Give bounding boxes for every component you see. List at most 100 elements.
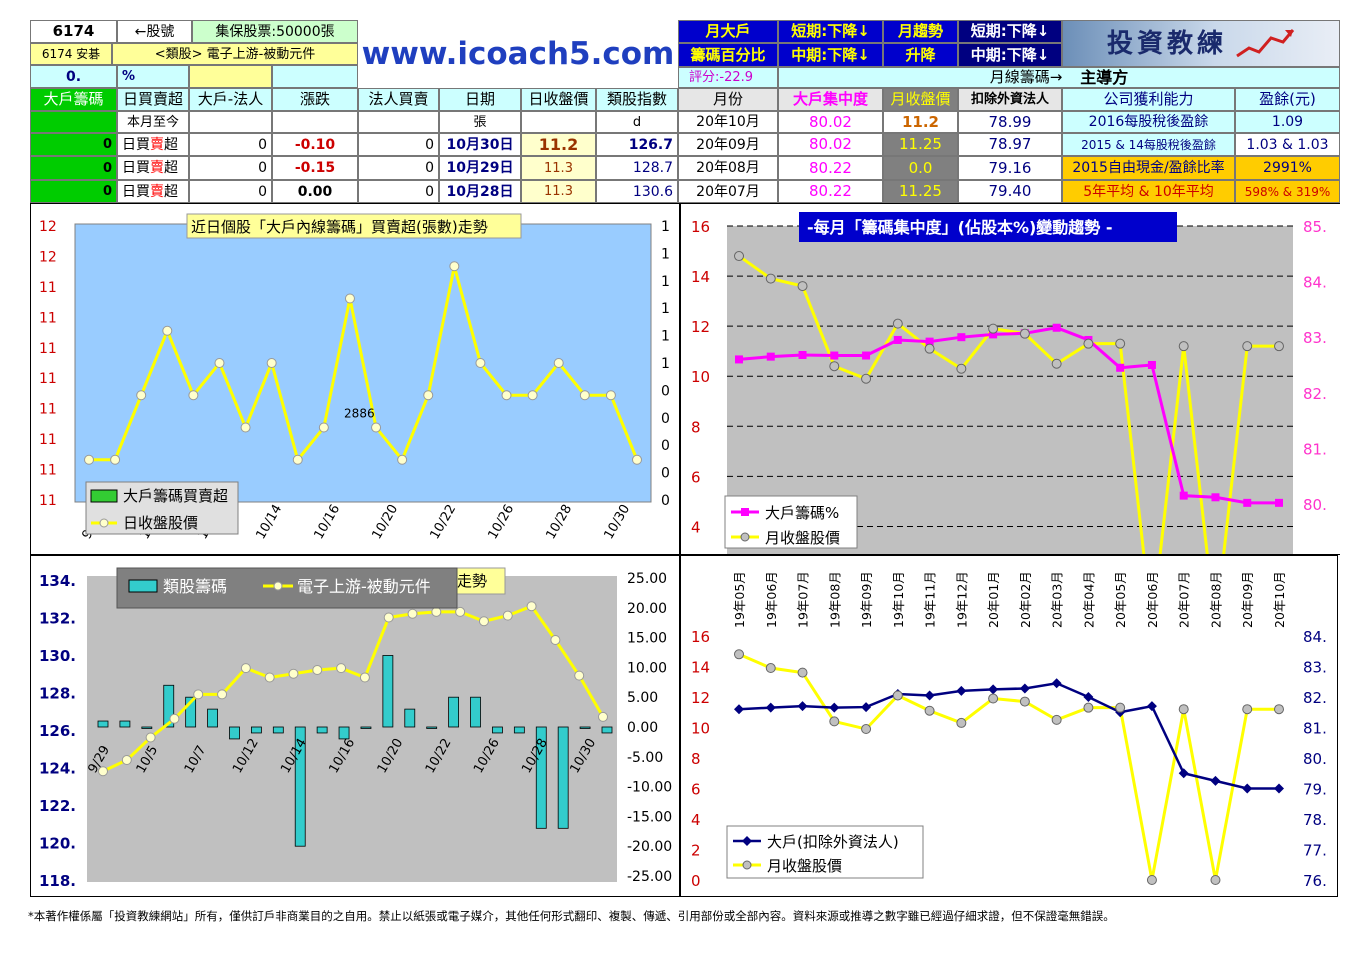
panel-sector: 134. 132. 130. 128. 126. 124. 122. 120. 118. 25.0… [30, 555, 680, 897]
data-point-close [1083, 702, 1094, 713]
title-box [799, 212, 1177, 242]
data-point-index [145, 732, 156, 743]
right-tick-label: 1 [661, 219, 670, 235]
label-part: 超 [164, 136, 178, 153]
left-tick-label: 118. [39, 872, 76, 890]
left-tick-label: 12 [691, 318, 710, 336]
left-inst-0: 0 [358, 133, 439, 156]
data-point-concentration [1179, 491, 1188, 500]
monthly-big-label: 月大戶 [678, 20, 778, 43]
score-label: 評分:-22.9 [678, 67, 778, 88]
short-trend-2: 短期:下降↓ [958, 20, 1062, 43]
legend-swatch-bar [90, 489, 118, 503]
right-tick-label: -25.00 [627, 869, 672, 885]
legend-box [726, 825, 924, 879]
left-header-3: 漲跌 [272, 88, 358, 111]
left-tick-label: 12 [39, 219, 57, 235]
right-excl-0: 78.99 [958, 111, 1062, 133]
right-tick-label: 82. [1303, 385, 1327, 403]
legend-swatch-marker [742, 860, 752, 870]
left-header-2: 大戶-法人 [189, 88, 272, 111]
x-category-label: 19年10月 [891, 571, 906, 628]
data-point-big-excl [1242, 783, 1253, 794]
data-point-index [217, 689, 228, 700]
zero-value: 0. [30, 65, 117, 88]
left-subrow-3 [272, 111, 358, 133]
data-point-close [892, 318, 903, 329]
right-tick-label: 84. [1303, 274, 1327, 292]
data-point [292, 454, 303, 465]
bar-sector-chip [360, 726, 372, 729]
left-tick-label: 4 [691, 811, 701, 829]
short-trend-1: 短期:下降↓ [778, 20, 883, 43]
right-tick-label: 1 [661, 329, 670, 345]
data-point-big-excl [829, 702, 840, 713]
left-tick-label: 6 [691, 781, 701, 799]
right-tick-label: 0 [661, 411, 670, 427]
left-header-1: 日買賣超 [117, 88, 189, 111]
code-arrow-label: ←股號 [117, 20, 192, 43]
bar-sector-chip [448, 696, 460, 728]
series-line-big-excl [738, 681, 1279, 790]
left-big-1: 0 [30, 156, 117, 180]
data-point-close [734, 251, 744, 262]
left-tick-label: 126. [39, 722, 76, 740]
right-tick-label: 79. [1303, 781, 1327, 799]
monthly-chip-label: 月線籌碼→ 主導方 [778, 67, 1340, 88]
right-tick-label: 83. [1303, 329, 1327, 347]
data-point-close [892, 690, 903, 701]
sector-line: <類股> 電子上游-被動元件 [112, 43, 358, 65]
data-point-close [797, 281, 808, 292]
legend-swatch-marker [742, 836, 752, 846]
annotation-label: 2886 [344, 407, 375, 421]
plot-area [87, 576, 617, 882]
right-month-2: 20年08月 [678, 156, 778, 180]
bar-sector-chip [163, 684, 175, 728]
right-close-3: 11.25 [883, 180, 958, 203]
data-point [214, 358, 225, 368]
left-tick-label: 128. [39, 685, 76, 703]
left-tick-label: 14 [691, 268, 710, 286]
bar-sector-chip [250, 726, 262, 734]
left-tick-label: 0 [691, 872, 701, 890]
x-tick-label: 10/26 [485, 502, 517, 542]
right-tick-label: 80. [1303, 496, 1327, 514]
left-inst-2: 0 [358, 180, 439, 203]
data-point-big-excl [1146, 701, 1157, 712]
right-month-1: 20年09月 [678, 133, 778, 156]
data-point-concentration [830, 351, 839, 360]
x-tick-label: 10/14 [253, 502, 285, 542]
data-point-close [797, 667, 808, 678]
legend-swatch-bar [128, 579, 158, 593]
label-part: 日買 [122, 183, 150, 200]
data-point-index [526, 601, 537, 612]
right-tick-label: 85. [1303, 218, 1327, 236]
data-point-big-excl [1178, 768, 1189, 779]
right-tick-label: 84. [1303, 628, 1327, 646]
data-point [423, 390, 434, 401]
bar-sector-chip [294, 726, 306, 847]
data-point-big-excl [734, 704, 744, 715]
site-url[interactable]: www.icoach5.com [361, 36, 675, 72]
right-header-0: 月份 [678, 88, 778, 111]
left-subrow-1: 本月至今 [117, 111, 189, 133]
data-point-index [264, 672, 275, 683]
chart-sector-chip: 134. 132. 130. 128. 126. 124. 122. 120. 118. 25.0… [39, 567, 672, 890]
collect-label: 集保股票:50000張 [192, 20, 358, 43]
x-category-label: 20年04月 [1081, 571, 1096, 628]
legend-swatch-marker [273, 581, 283, 591]
data-point-big-excl [861, 702, 872, 713]
right-profit-2: 2015自由現金/盈餘比率 [1062, 156, 1235, 180]
data-point-concentration [1243, 498, 1252, 507]
left-tick-label: 130. [39, 647, 76, 665]
right-tick-label: 10.00 [627, 660, 667, 676]
data-point-close [924, 343, 935, 354]
data-point-concentration [957, 333, 966, 342]
right-close-0: 11.2 [883, 111, 958, 133]
x-tick-label: 10/16 [311, 502, 343, 542]
data-point-concentration [1275, 498, 1283, 507]
data-point-big-excl [1051, 678, 1062, 689]
right-tick-label: 82. [1303, 689, 1327, 707]
legend-label: 大戶籌碼買賣超 [123, 487, 228, 505]
data-point-close [1210, 875, 1221, 885]
